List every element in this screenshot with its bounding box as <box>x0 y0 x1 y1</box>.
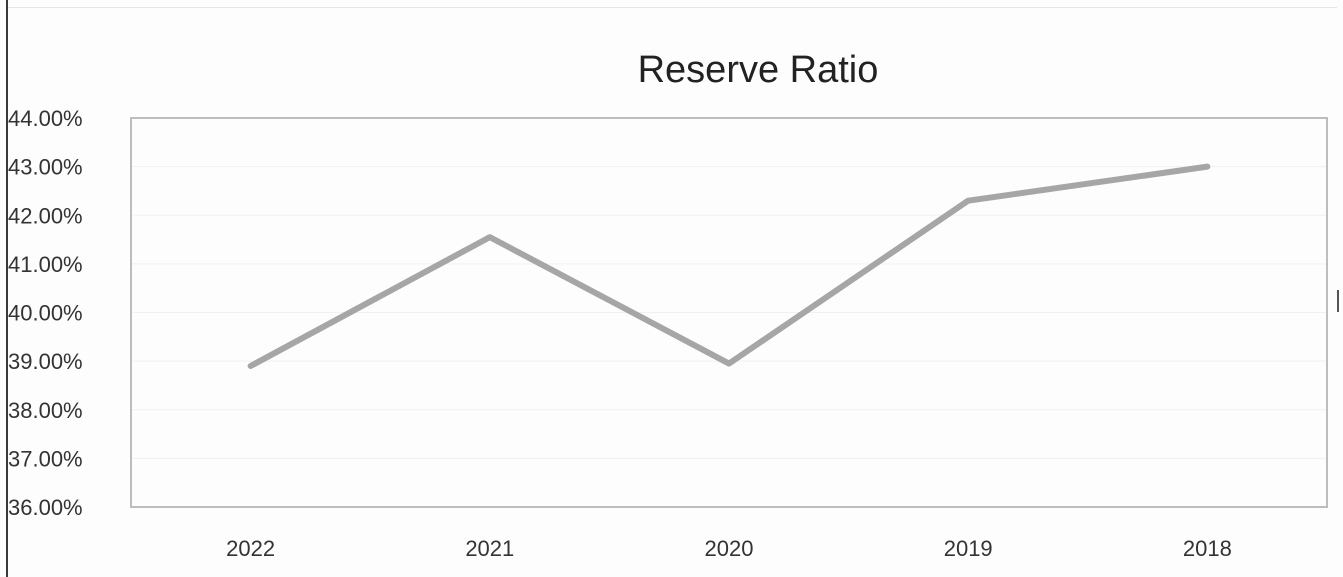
y-tick-label: 36.00% <box>8 495 83 520</box>
plot-area-frame <box>130 117 1328 508</box>
y-tick-label: 42.00% <box>8 203 83 228</box>
scan-edge-top <box>8 7 1337 8</box>
y-axis-ticks: 36.00% 37.00% 38.00% 39.00% 40.00% 41.00% 42.0… <box>8 106 83 520</box>
scan-edge-right <box>1337 290 1339 312</box>
x-tick-label: 2018 <box>1183 536 1232 561</box>
gridlines <box>131 166 1327 459</box>
x-tick-label: 2021 <box>465 536 514 561</box>
y-tick-label: 41.00% <box>8 252 83 277</box>
y-tick-label: 37.00% <box>8 446 83 471</box>
series-group <box>247 163 1211 369</box>
series-line <box>247 163 1211 369</box>
y-tick-label: 43.00% <box>8 155 83 180</box>
scan-edge-left <box>6 0 8 577</box>
data-point <box>966 198 971 203</box>
y-tick-label: 38.00% <box>8 398 83 423</box>
y-tick-label: 44.00% <box>8 106 83 131</box>
x-tick-label: 2020 <box>705 536 754 561</box>
x-axis-ticks: 2022 2021 2020 2019 2018 <box>226 536 1232 561</box>
data-point <box>487 235 492 240</box>
data-point <box>248 363 253 368</box>
x-tick-label: 2022 <box>226 536 275 561</box>
x-tick-label: 2019 <box>944 536 993 561</box>
data-point <box>1205 164 1210 169</box>
y-tick-label: 39.00% <box>8 349 83 374</box>
y-tick-label: 40.00% <box>8 301 83 326</box>
data-point <box>727 361 731 366</box>
chart-title: Reserve Ratio <box>638 49 879 91</box>
